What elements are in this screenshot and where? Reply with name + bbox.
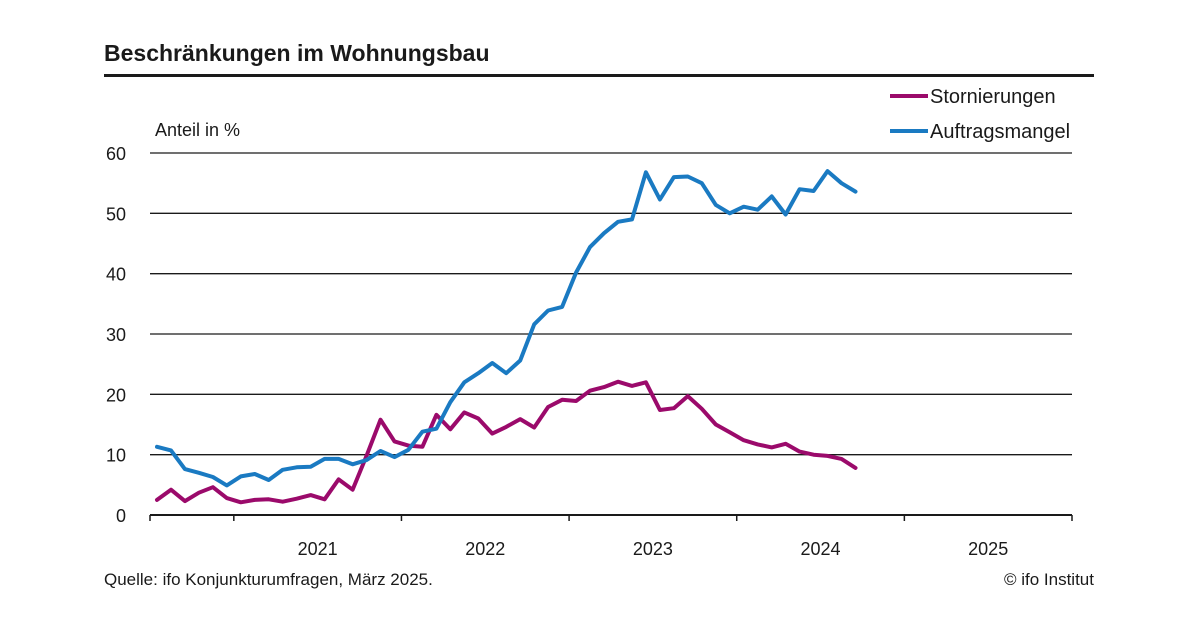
series-line-auftragsmangel xyxy=(155,169,858,488)
y-tick-label: 20 xyxy=(106,385,126,405)
source-note: Quelle: ifo Konjunkturumfragen, März 202… xyxy=(104,570,433,589)
y-axis-label: Anteil in % xyxy=(155,120,240,140)
legend: Stornierungen Auftragsmangel xyxy=(890,86,1070,143)
legend-label-stornierungen: Stornierungen xyxy=(930,86,1056,108)
series-lines xyxy=(155,169,858,505)
x-tick-label: 2024 xyxy=(801,539,841,559)
y-tick-label: 50 xyxy=(106,204,126,224)
copyright-note: © ifo Institut xyxy=(1003,570,1094,589)
axes: 0 10 20 30 40 50 60 Anteil in % 2021 2022 2023 2024… xyxy=(106,120,1073,559)
series-line-stornierungen xyxy=(155,379,858,505)
y-tick-label: 10 xyxy=(106,446,126,466)
y-tick-label: 30 xyxy=(106,325,126,345)
y-tick-label: 0 xyxy=(116,506,126,526)
x-tick-label: 2025 xyxy=(968,539,1008,559)
x-tick-label: 2023 xyxy=(633,539,673,559)
y-tick-label: 40 xyxy=(106,265,126,285)
title-divider xyxy=(104,74,1094,77)
legend-label-auftragsmangel: Auftragsmangel xyxy=(930,121,1070,143)
chart-title: Beschränkungen im Wohnungsbau xyxy=(104,40,490,66)
x-tick-label: 2022 xyxy=(465,539,505,559)
y-tick-label: 60 xyxy=(106,144,126,164)
gridlines xyxy=(150,152,1072,456)
x-tick-label: 2021 xyxy=(298,539,338,559)
